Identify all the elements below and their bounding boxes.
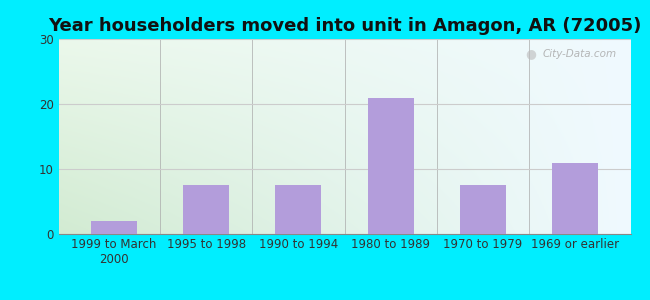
Bar <box>460 185 506 234</box>
Bar <box>367 98 413 234</box>
Title: Year householders moved into unit in Amagon, AR (72005): Year householders moved into unit in Ama… <box>48 17 641 35</box>
Bar <box>552 163 598 234</box>
Bar <box>91 221 137 234</box>
Text: City-Data.com: City-Data.com <box>542 49 616 59</box>
Bar <box>183 185 229 234</box>
Bar <box>276 185 322 234</box>
Text: ●: ● <box>525 47 536 60</box>
